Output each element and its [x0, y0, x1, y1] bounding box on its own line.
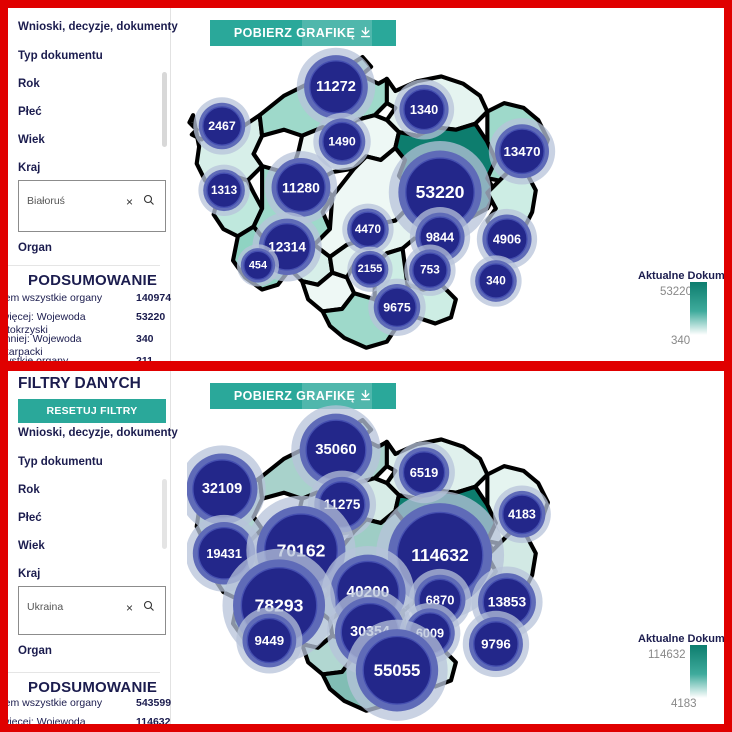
- svg-text:11280: 11280: [282, 179, 320, 195]
- svg-text:4183: 4183: [508, 507, 536, 521]
- svg-text:9796: 9796: [481, 636, 511, 651]
- svg-text:9449: 9449: [255, 633, 285, 648]
- svg-text:454: 454: [249, 259, 267, 271]
- svg-text:55055: 55055: [374, 661, 421, 680]
- svg-text:4470: 4470: [355, 223, 382, 236]
- svg-text:11272: 11272: [316, 79, 356, 95]
- svg-text:1313: 1313: [211, 184, 238, 197]
- svg-text:1340: 1340: [410, 102, 438, 117]
- svg-text:32109: 32109: [202, 481, 242, 497]
- svg-text:2155: 2155: [358, 263, 383, 275]
- svg-text:1490: 1490: [328, 135, 356, 149]
- svg-text:340: 340: [486, 274, 506, 287]
- svg-text:9675: 9675: [383, 300, 411, 314]
- svg-text:13853: 13853: [488, 595, 527, 610]
- svg-text:19431: 19431: [206, 546, 242, 561]
- svg-text:9844: 9844: [426, 230, 454, 245]
- svg-text:53220: 53220: [416, 182, 465, 202]
- svg-text:753: 753: [420, 264, 440, 277]
- svg-text:6519: 6519: [410, 465, 439, 480]
- svg-text:4906: 4906: [493, 232, 521, 247]
- svg-text:114632: 114632: [411, 545, 469, 565]
- svg-text:2467: 2467: [208, 119, 236, 133]
- svg-text:35060: 35060: [315, 442, 356, 458]
- svg-text:13470: 13470: [503, 144, 540, 159]
